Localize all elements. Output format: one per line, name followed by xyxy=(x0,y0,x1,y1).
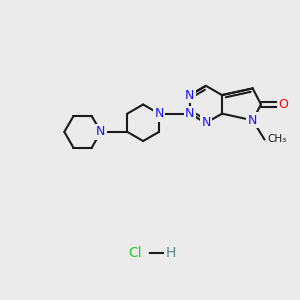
Text: N: N xyxy=(201,116,211,129)
Text: N: N xyxy=(96,125,106,138)
Text: N: N xyxy=(201,116,211,129)
Text: N: N xyxy=(185,88,195,102)
Text: O: O xyxy=(278,98,288,111)
Text: N: N xyxy=(185,107,195,120)
Text: N: N xyxy=(248,114,257,127)
Text: N: N xyxy=(185,88,195,102)
Text: Cl: Cl xyxy=(128,246,142,260)
Text: CH₃: CH₃ xyxy=(267,134,286,145)
Text: H: H xyxy=(165,246,176,260)
Text: N: N xyxy=(154,107,164,120)
